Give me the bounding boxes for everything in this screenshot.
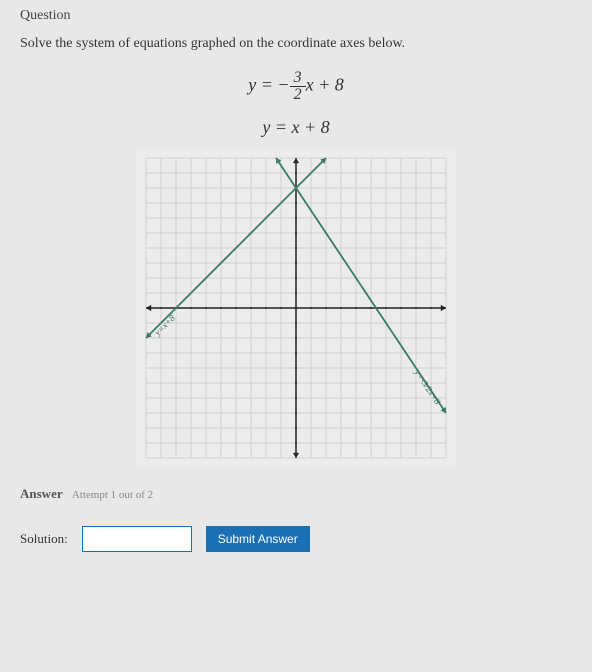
eq1-fraction: 32	[290, 70, 306, 103]
eq1-lhs: y = −	[248, 75, 289, 95]
eq1-denominator: 2	[290, 87, 306, 103]
solution-label: Solution:	[20, 531, 68, 547]
solution-input[interactable]	[82, 526, 192, 552]
equations-block: y = −32x + 8 y = x + 8	[20, 70, 572, 138]
equation-2: y = x + 8	[20, 117, 572, 138]
attempt-text: Attempt 1 out of 2	[72, 489, 153, 501]
graph-container: y=x+8y=-3/2x+8	[20, 148, 572, 468]
submit-button[interactable]: Submit Answer	[206, 526, 310, 552]
answer-label-row: Answer Attempt 1 out of 2	[20, 486, 572, 502]
equation-1: y = −32x + 8	[20, 70, 572, 103]
solution-row: Solution: Submit Answer	[20, 526, 572, 552]
question-heading: Question	[20, 8, 572, 24]
question-prompt: Solve the system of equations graphed on…	[20, 36, 572, 52]
eq1-rhs: x + 8	[306, 75, 344, 95]
answer-label: Answer	[20, 486, 63, 501]
coordinate-graph: y=x+8y=-3/2x+8	[136, 148, 456, 468]
eq1-numerator: 3	[290, 70, 306, 87]
